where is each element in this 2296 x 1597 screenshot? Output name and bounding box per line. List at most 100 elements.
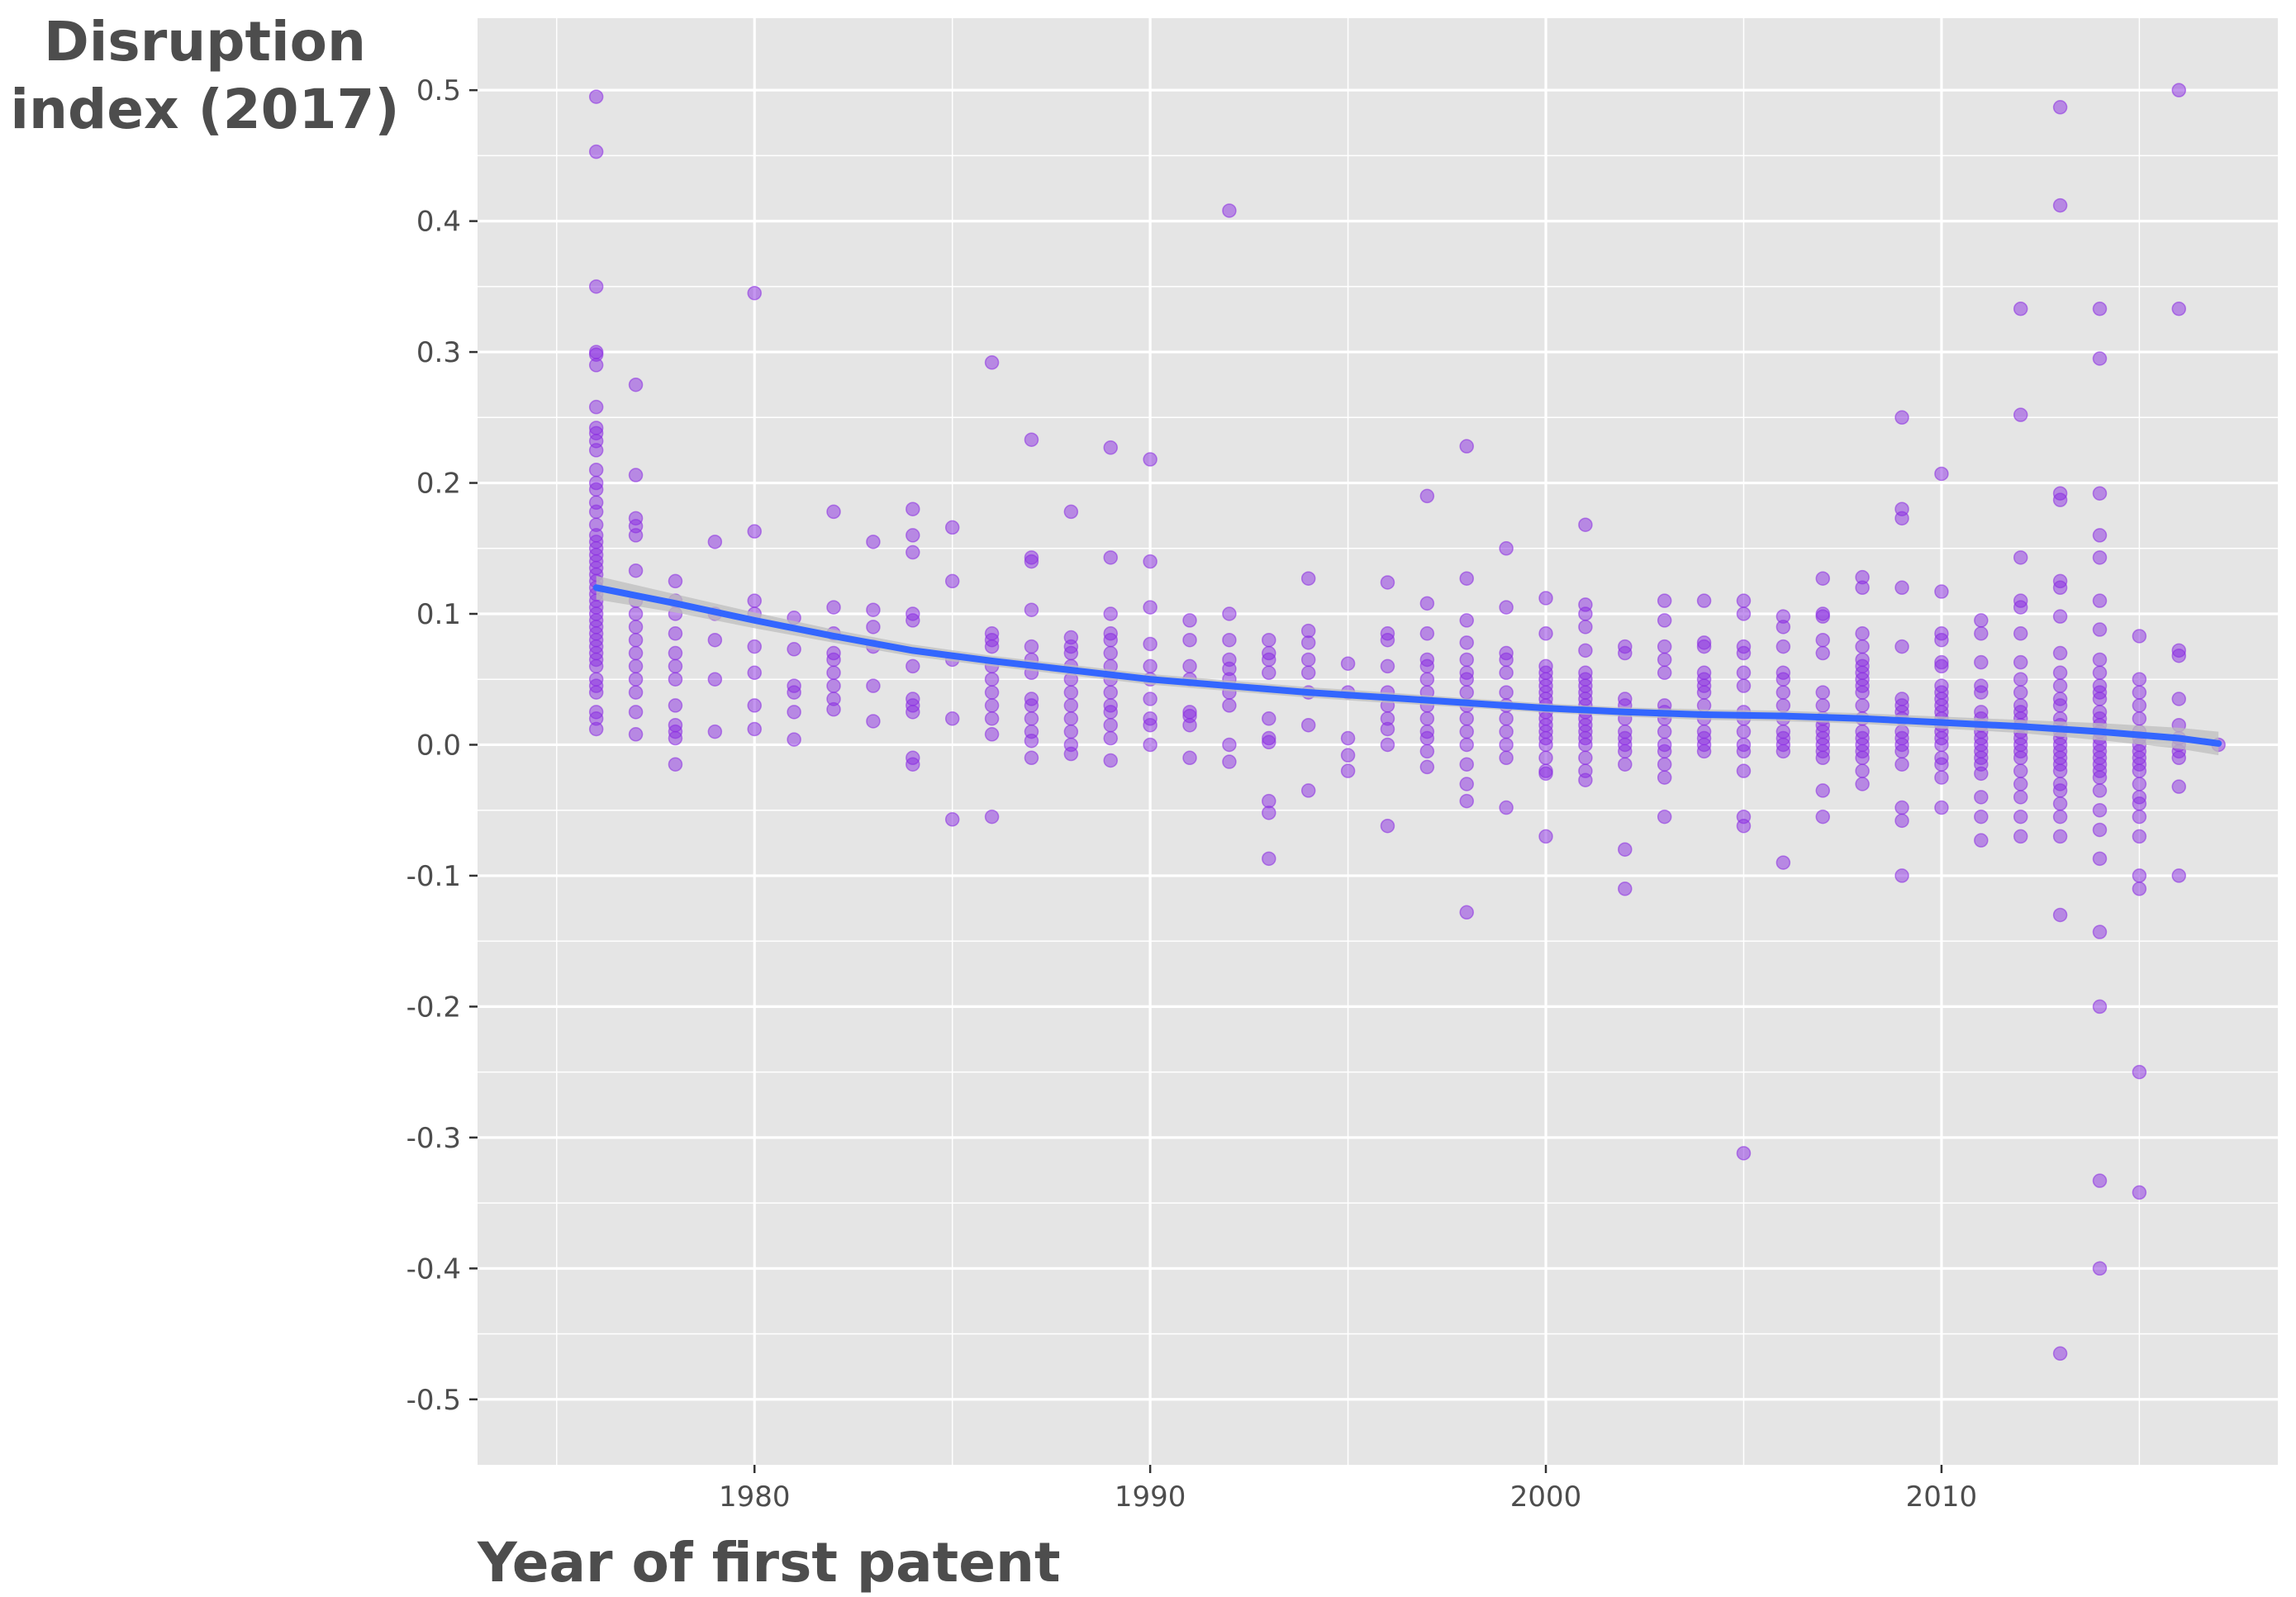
y-tick-label: -0.1 [406, 860, 461, 893]
data-point [1103, 730, 1118, 746]
data-point [2052, 580, 2068, 596]
data-point [2052, 645, 2068, 661]
data-point [2052, 492, 2068, 507]
data-point [1815, 685, 1831, 700]
data-point [2013, 672, 2028, 687]
data-point [1974, 809, 1989, 825]
data-point [1459, 711, 1475, 726]
data-point [1855, 685, 1870, 700]
data-point [1736, 593, 1752, 608]
data-point [1775, 698, 1791, 713]
data-point [2013, 302, 2028, 316]
data-point [747, 524, 762, 539]
data-point [628, 727, 644, 742]
data-point [2171, 648, 2187, 663]
data-point [747, 698, 762, 713]
data-point [1419, 744, 1435, 759]
data-point [2092, 1261, 2108, 1276]
data-point [1499, 737, 1514, 753]
y-tick-label: -0.2 [406, 991, 461, 1024]
data-point [2132, 809, 2147, 825]
data-point [1736, 763, 1752, 778]
data-point [1855, 777, 1870, 791]
data-point [984, 685, 1000, 700]
data-point [1618, 842, 1633, 857]
y-tick-label: -0.4 [406, 1252, 461, 1286]
data-point [1578, 643, 1593, 658]
data-point [628, 468, 644, 482]
data-point [2092, 924, 2108, 939]
data-point [1578, 772, 1593, 787]
data-point [2013, 777, 2028, 791]
data-point [1499, 652, 1514, 668]
data-point [1815, 750, 1831, 766]
data-point [668, 757, 683, 772]
data-point [1894, 757, 1909, 772]
data-point [787, 732, 801, 747]
data-point [1657, 724, 1672, 739]
data-point [1222, 737, 1237, 753]
data-point [1696, 639, 1712, 654]
data-point [668, 730, 683, 746]
data-point [1974, 766, 1989, 782]
data-point [1974, 654, 1989, 670]
data-point [588, 721, 604, 737]
data-point [2092, 550, 2108, 565]
data-point [2092, 652, 2108, 668]
data-point [668, 672, 683, 687]
data-point [2171, 779, 2187, 794]
data-point [1459, 613, 1475, 628]
data-point [1262, 734, 1276, 750]
data-point [588, 279, 604, 294]
data-point [1459, 439, 1475, 454]
data-point [1618, 882, 1633, 896]
data-point [747, 639, 762, 654]
data-point [944, 711, 960, 726]
data-point [628, 377, 644, 392]
data-point [1262, 806, 1276, 820]
data-point [2132, 698, 2147, 713]
data-point [1499, 541, 1514, 556]
data-point [944, 520, 960, 535]
data-point [707, 632, 723, 648]
data-point [1103, 717, 1118, 733]
data-point [1894, 813, 1909, 829]
y-tick-label: 0.3 [416, 336, 461, 369]
data-point [2092, 528, 2108, 543]
data-point [1380, 737, 1395, 753]
data-point [1419, 596, 1435, 611]
data-point [1419, 672, 1435, 687]
data-point [668, 658, 683, 674]
data-point [2052, 665, 2068, 681]
data-point [2013, 600, 2028, 615]
data-point [1300, 652, 1316, 668]
data-point [2171, 868, 2187, 883]
data-point [984, 711, 1000, 726]
data-point [1657, 639, 1672, 654]
data-point [1894, 639, 1909, 654]
data-point [2052, 197, 2068, 213]
data-point [984, 672, 1000, 687]
data-point [1182, 717, 1197, 733]
data-point [2092, 622, 2108, 637]
data-point [1657, 613, 1672, 628]
data-point [628, 606, 644, 621]
data-point [826, 665, 841, 681]
data-point [1300, 635, 1316, 650]
data-point [1459, 571, 1475, 586]
data-point [787, 685, 801, 700]
data-point [588, 399, 604, 415]
x-tick-label: 1990 [1115, 1481, 1186, 1514]
data-point [628, 563, 644, 578]
data-point [628, 658, 644, 674]
data-point [1262, 711, 1276, 726]
data-point [1894, 511, 1909, 526]
data-point [1419, 626, 1435, 641]
data-point [1459, 777, 1475, 791]
data-point [1578, 750, 1593, 766]
data-point [2171, 302, 2187, 316]
data-point [1974, 790, 1989, 805]
data-point [2092, 665, 2108, 681]
data-point [1380, 818, 1395, 834]
data-point [2132, 829, 2147, 844]
